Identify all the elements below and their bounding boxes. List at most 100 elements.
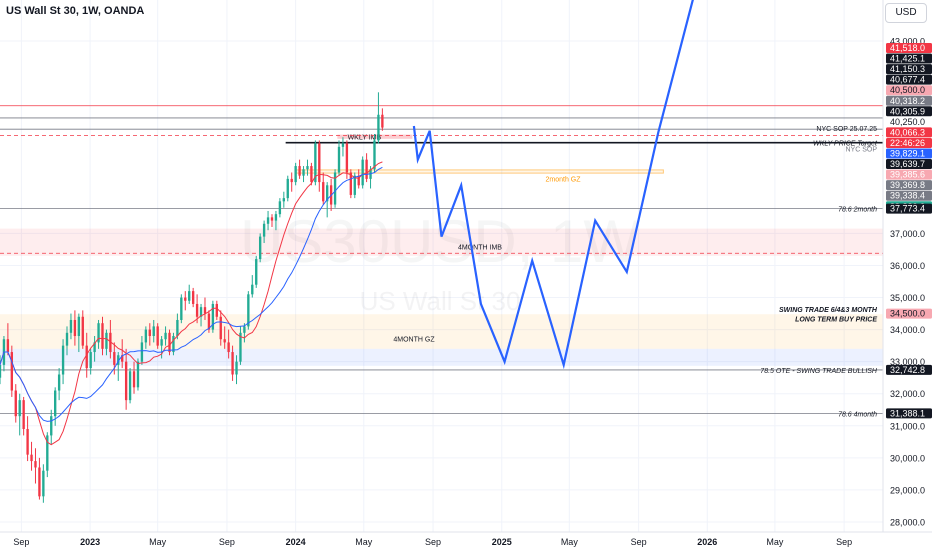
price-label-tag bbox=[886, 53, 932, 64]
candle-body bbox=[14, 390, 17, 417]
price-tick-label: 32,000.0 bbox=[890, 389, 925, 399]
candle-body bbox=[243, 326, 246, 333]
candle-body bbox=[69, 319, 73, 333]
price-label-tag bbox=[886, 159, 932, 170]
price-label-tag bbox=[886, 137, 932, 148]
candle-body bbox=[381, 114, 384, 128]
candle-body bbox=[42, 470, 45, 497]
candle-body bbox=[258, 236, 262, 260]
price-label-text: 39,639.7 bbox=[890, 159, 925, 169]
price-tick-label: 28,000.0 bbox=[890, 518, 925, 528]
price-tick-label: 29,000.0 bbox=[890, 485, 925, 495]
candle-body bbox=[298, 166, 301, 176]
candle-body bbox=[144, 329, 148, 343]
currency-button[interactable]: USD bbox=[885, 3, 927, 23]
candle-body bbox=[136, 361, 140, 388]
candle-body bbox=[294, 166, 297, 183]
price-label-text: 39,829.1 bbox=[890, 149, 925, 159]
candle-body bbox=[199, 307, 203, 317]
candle-body bbox=[61, 345, 65, 375]
candle-body bbox=[377, 114, 380, 141]
candle-body bbox=[81, 316, 84, 346]
candle-body bbox=[239, 332, 242, 362]
price-label-text: 22:46:26 bbox=[890, 138, 925, 148]
candle-body bbox=[105, 332, 108, 349]
price-label-text: 40,318.2 bbox=[890, 96, 925, 106]
price-label-tag bbox=[886, 85, 932, 96]
symbol-title[interactable]: US Wall St 30, 1W, OANDA bbox=[6, 5, 145, 17]
price-tick-label: 33,000.0 bbox=[890, 357, 925, 367]
candle-body bbox=[231, 352, 234, 375]
candle-body bbox=[286, 178, 289, 199]
zone-label: 4MONTH IMB bbox=[458, 244, 502, 251]
time-tick-label: Sep bbox=[425, 537, 441, 547]
price-level-label: WKLY PRICE Target bbox=[813, 141, 878, 148]
price-label-tag bbox=[886, 148, 932, 159]
moving-average-line bbox=[0, 161, 383, 446]
candle-body bbox=[188, 291, 191, 301]
candle-body bbox=[6, 339, 10, 353]
candle-body bbox=[345, 143, 349, 173]
price-tick-label: 31,000.0 bbox=[890, 421, 925, 431]
candle-body bbox=[93, 342, 96, 353]
candle-body bbox=[152, 326, 155, 337]
time-tick-label: Sep bbox=[13, 537, 29, 547]
zone-4month-gz bbox=[0, 314, 883, 349]
candle-body bbox=[361, 159, 364, 186]
price-label-text: 40,677.4 bbox=[890, 75, 925, 85]
price-level-label: 78.6 4month bbox=[838, 411, 877, 418]
candle-body bbox=[195, 303, 199, 317]
candle-body bbox=[148, 329, 151, 337]
price-label-text: 37,773.4 bbox=[890, 204, 925, 214]
candle-body bbox=[341, 143, 345, 147]
price-label-text: 39,338.4 bbox=[890, 191, 925, 201]
candle-body bbox=[302, 169, 305, 176]
price-label-tag bbox=[886, 106, 932, 117]
candle-body bbox=[191, 291, 195, 304]
candle-body bbox=[109, 332, 112, 353]
price-label-tag bbox=[886, 74, 932, 85]
price-label-text: 40,305.9 bbox=[890, 106, 925, 116]
candle-body bbox=[274, 214, 278, 221]
price-label-text: 32,742.8 bbox=[890, 365, 925, 375]
candle-body bbox=[140, 342, 144, 362]
candle-body bbox=[262, 223, 266, 237]
candle-body bbox=[349, 172, 353, 195]
candle-body bbox=[255, 259, 258, 285]
price-tick-label: 35,000.0 bbox=[890, 293, 925, 303]
candle-body bbox=[128, 371, 132, 401]
price-label-tag bbox=[886, 64, 932, 75]
price-label-tag bbox=[886, 364, 932, 375]
candle-body bbox=[38, 467, 41, 497]
price-label-tag bbox=[886, 43, 932, 53]
candle-body bbox=[235, 361, 238, 375]
time-tick-label: May bbox=[355, 537, 373, 547]
annotation-text: SWING TRADE 6/4&3 MONTH bbox=[779, 307, 878, 314]
watermark-description: US Wall St 30 bbox=[360, 286, 521, 316]
price-label-text: 40,250.0 bbox=[890, 117, 925, 127]
price-label-text: 41,150.3 bbox=[890, 64, 925, 74]
candle-body bbox=[18, 400, 21, 417]
candle-body bbox=[85, 345, 88, 369]
time-tick-label: 2026 bbox=[697, 537, 717, 547]
candle-body bbox=[46, 435, 49, 471]
time-tick-label: May bbox=[149, 537, 167, 547]
price-label-tag bbox=[886, 127, 932, 138]
candle-body bbox=[124, 361, 128, 401]
candle-body bbox=[168, 332, 171, 353]
candle-body bbox=[101, 323, 104, 349]
time-tick-label: 2023 bbox=[80, 537, 100, 547]
moving-average-line bbox=[0, 166, 383, 422]
candle-body bbox=[160, 339, 163, 346]
candle-body bbox=[117, 355, 120, 365]
candle-body bbox=[337, 146, 341, 173]
time-tick-label: Sep bbox=[631, 537, 647, 547]
candle-body bbox=[365, 159, 368, 179]
candle-body bbox=[310, 166, 313, 183]
price-label-text: 39,369.8 bbox=[890, 180, 925, 190]
price-label-tag bbox=[886, 169, 932, 180]
candle-body bbox=[57, 374, 61, 391]
candle-body bbox=[164, 332, 167, 340]
candle-body bbox=[156, 326, 159, 346]
